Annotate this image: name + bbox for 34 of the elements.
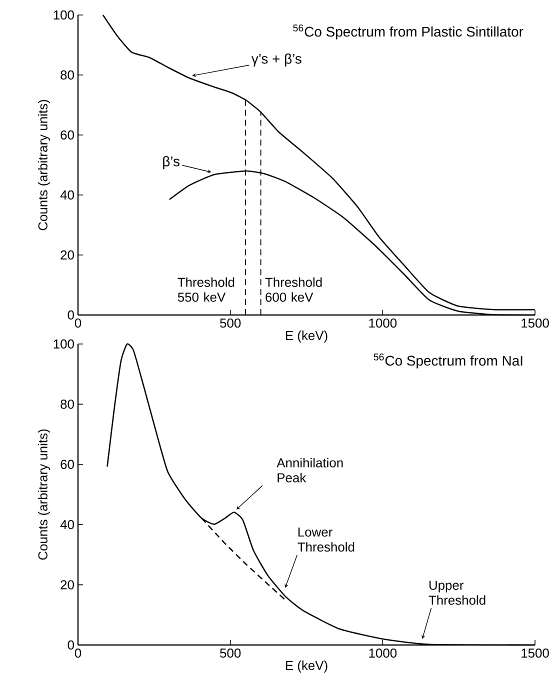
x-tick-label: 0 [74,318,82,328]
annotation: Upper Threshold [428,580,486,605]
text: $^{56}$Co Spectrum from NaI [374,354,522,368]
text: γ’s + β’s [251,53,302,66]
ref-line-label: Threshold 600 keV [265,277,322,302]
y-tick-label: 0 [68,310,74,320]
x-axis-title: E (keV) [286,330,328,343]
y-axis-title: Counts (arbitrary units) [38,100,50,230]
x-tick-label: 1000 [369,648,397,658]
ref-line-label: Threshold 550 keV [178,277,234,302]
y-tick-label: 40 [60,190,74,200]
annotation: Lower Threshold [298,528,354,552]
y-tick-label: 60 [60,460,74,469]
legend-label: β’s [163,156,180,170]
y-tick-label: 60 [60,130,74,140]
x-tick-label: 1500 [522,648,549,658]
y-axis-title: Counts (arbitrary units) [38,429,50,560]
y-tick-label: 80 [60,400,74,409]
y-tick-label: 40 [60,520,74,530]
x-tick-label: 1000 [369,318,397,328]
x-axis-title: E (keV) [286,660,328,673]
x-tick-label: 500 [220,648,241,658]
x-tick-label: 500 [220,318,241,328]
x-tick-label: 1500 [522,318,549,328]
y-tick-label: 100 [54,339,74,349]
y-tick-label: 0 [68,640,74,650]
text: $^{56}$Co Spectrum from Plastic Sintillator [293,24,524,40]
annotation: Annihilation Peak [276,458,343,482]
y-tick-label: 20 [60,250,74,260]
y-tick-label: 20 [60,580,74,590]
y-tick-label: 80 [60,70,74,80]
line-series [201,518,286,602]
y-tick-label: 100 [54,10,74,20]
x-tick-label: 0 [74,648,82,658]
